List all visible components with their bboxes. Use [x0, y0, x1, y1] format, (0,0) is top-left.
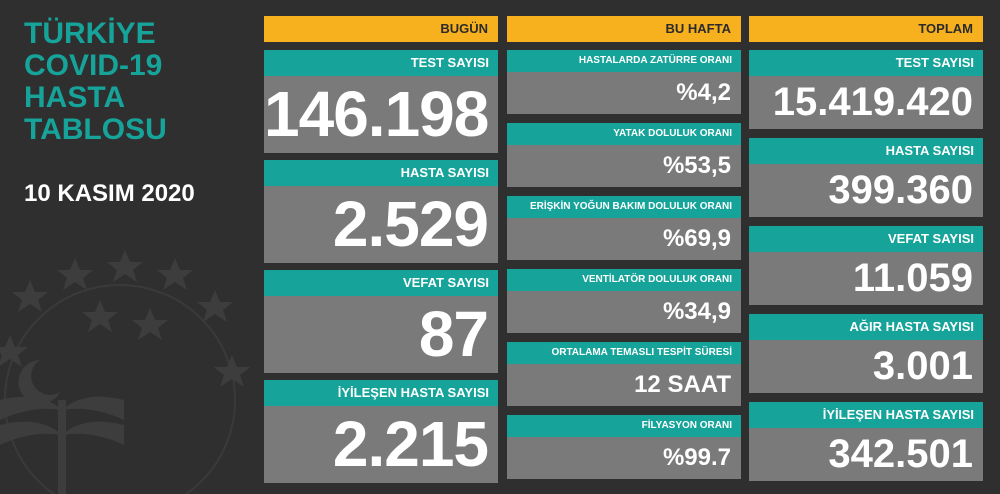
- ventilator-occupancy-card: VENTİLATÖR DOLULUK ORANI %34,9: [507, 269, 741, 333]
- card-value: %34,9: [662, 298, 731, 325]
- card-value: 146.198: [264, 78, 489, 150]
- pneumonia-rate-card: HASTALARDA ZATÜRRE ORANI %4,2: [507, 50, 741, 114]
- card-value: %53,5: [662, 152, 731, 179]
- card-value: %99.7: [662, 444, 731, 471]
- card-value: 15.419.420: [772, 80, 973, 124]
- today-death-card: VEFAT SAYISI 87: [264, 270, 498, 373]
- card-value: 12 SAAT: [634, 371, 731, 398]
- page-title: TÜRKİYE COVID-19 HASTA TABLOSU: [24, 18, 224, 146]
- today-test-card: TEST SAYISI 146.198: [264, 50, 498, 153]
- title-line: HASTA: [24, 81, 126, 114]
- total-column: TOPLAM TEST SAYISI 15.419.420 HASTA SAYI…: [749, 16, 983, 486]
- card-value: %4,2: [676, 79, 731, 106]
- card-value: 2.529: [332, 188, 489, 260]
- card-value: 2.215: [332, 408, 489, 480]
- card-label: HASTA SAYISI: [749, 138, 983, 164]
- total-recovered-card: İYİLEŞEN HASTA SAYISI 342.501: [749, 402, 983, 481]
- card-label: ERİŞKİN YOĞUN BAKIM DOLULUK ORANI: [507, 196, 741, 218]
- ministry-emblem-icon: [0, 250, 250, 494]
- filiation-rate-card: FİLYASYON ORANI %99.7: [507, 415, 741, 479]
- card-label: VENTİLATÖR DOLULUK ORANI: [507, 269, 741, 291]
- today-recovered-card: İYİLEŞEN HASTA SAYISI 2.215: [264, 380, 498, 483]
- today-case-card: HASTA SAYISI 2.529: [264, 160, 498, 263]
- total-severe-card: AĞIR HASTA SAYISI 3.001: [749, 314, 983, 393]
- total-header: TOPLAM: [749, 16, 983, 42]
- card-value: 11.059: [852, 256, 973, 300]
- card-label: HASTALARDA ZATÜRRE ORANI: [507, 50, 741, 72]
- card-label: İYİLEŞEN HASTA SAYISI: [264, 380, 498, 406]
- card-label: ORTALAMA TEMASLI TESPİT SÜRESİ: [507, 342, 741, 364]
- card-label: HASTA SAYISI: [264, 160, 498, 186]
- card-label: YATAK DOLULUK ORANI: [507, 123, 741, 145]
- card-label: VEFAT SAYISI: [264, 270, 498, 296]
- card-value: 3.001: [872, 344, 973, 388]
- total-test-card: TEST SAYISI 15.419.420: [749, 50, 983, 129]
- card-label: VEFAT SAYISI: [749, 226, 983, 252]
- this-week-header: BU HAFTA: [507, 16, 741, 42]
- card-value: 399.360: [828, 168, 973, 212]
- title-line: TÜRKİYE: [24, 17, 156, 50]
- bed-occupancy-card: YATAK DOLULUK ORANI %53,5: [507, 123, 741, 187]
- report-date: 10 KASIM 2020: [24, 180, 195, 207]
- card-label: İYİLEŞEN HASTA SAYISI: [749, 402, 983, 428]
- this-week-column: BU HAFTA HASTALARDA ZATÜRRE ORANI %4,2 Y…: [507, 16, 741, 486]
- card-value: %69,9: [662, 225, 731, 252]
- card-value: 87: [418, 298, 489, 370]
- card-label: TEST SAYISI: [749, 50, 983, 76]
- card-label: AĞIR HASTA SAYISI: [749, 314, 983, 340]
- total-case-card: HASTA SAYISI 399.360: [749, 138, 983, 217]
- title-line: TABLOSU: [24, 113, 167, 146]
- card-label: TEST SAYISI: [264, 50, 498, 76]
- title-line: COVID-19: [24, 49, 163, 82]
- today-column: BUGÜN TEST SAYISI 146.198 HASTA SAYISI 2…: [264, 16, 498, 486]
- icu-occupancy-card: ERİŞKİN YOĞUN BAKIM DOLULUK ORANI %69,9: [507, 196, 741, 260]
- today-header: BUGÜN: [264, 16, 498, 42]
- card-value: 342.501: [828, 432, 973, 476]
- contact-detection-time-card: ORTALAMA TEMASLI TESPİT SÜRESİ 12 SAAT: [507, 342, 741, 406]
- total-death-card: VEFAT SAYISI 11.059: [749, 226, 983, 305]
- card-label: FİLYASYON ORANI: [507, 415, 741, 437]
